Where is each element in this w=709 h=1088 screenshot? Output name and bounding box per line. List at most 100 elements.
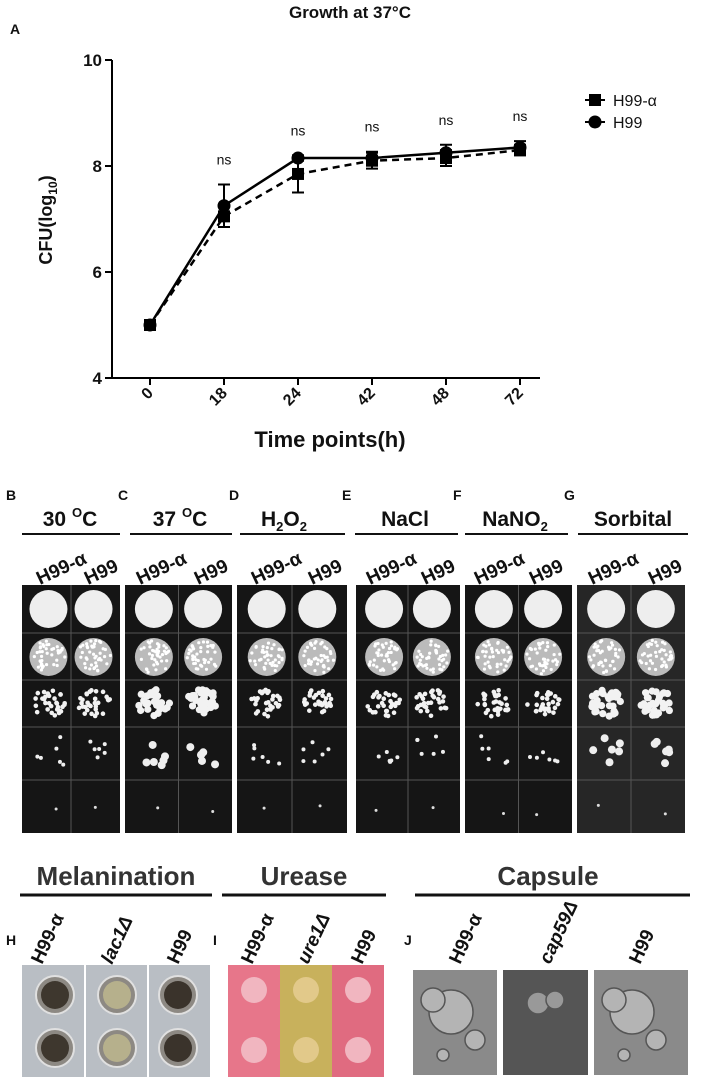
speck [542, 657, 547, 661]
speck [416, 664, 420, 668]
speck [153, 658, 157, 662]
speck [105, 662, 109, 666]
speck [444, 653, 448, 657]
colony [49, 710, 55, 716]
colony [326, 747, 331, 752]
speck [488, 666, 492, 670]
colony [326, 692, 332, 698]
colony [660, 689, 668, 697]
speck [85, 646, 90, 650]
speck [491, 654, 495, 659]
colony [660, 702, 669, 710]
colony [384, 750, 389, 755]
colony [527, 755, 532, 760]
speck [52, 662, 56, 667]
speck [373, 644, 377, 648]
strain-label: H99 [347, 927, 381, 967]
speck [262, 650, 266, 654]
speck [94, 639, 98, 643]
speck [160, 652, 165, 657]
colony [588, 700, 597, 708]
panel-title: 37 OC [153, 505, 208, 531]
colony [35, 690, 41, 696]
speck [55, 645, 59, 649]
speck [587, 655, 592, 659]
colony [383, 713, 389, 718]
spot [587, 590, 626, 628]
title-part: O [283, 508, 299, 531]
speck [482, 667, 487, 671]
title-part: NaCl [381, 508, 429, 531]
speck [648, 659, 653, 663]
colony [661, 759, 670, 768]
speck [376, 651, 380, 655]
speck [600, 649, 604, 653]
colony [54, 707, 60, 712]
speck [253, 659, 257, 663]
speck [309, 641, 313, 645]
colony [533, 708, 539, 714]
speck [538, 646, 542, 650]
panel-title: Capsule [497, 861, 598, 891]
colony [197, 750, 206, 759]
speck [139, 647, 143, 651]
speck [429, 639, 433, 643]
strain-label: H99 [81, 556, 121, 590]
speck [156, 649, 161, 653]
speck [94, 661, 98, 665]
speck [56, 651, 61, 655]
speck [525, 652, 529, 656]
speck [273, 663, 277, 668]
speck [326, 659, 330, 663]
speck [600, 639, 604, 643]
speck [647, 641, 652, 646]
colony [87, 689, 93, 695]
speck [303, 664, 307, 668]
speck [206, 650, 210, 654]
speck [662, 648, 666, 652]
colony [156, 806, 160, 810]
speck [94, 664, 99, 668]
speck [38, 650, 42, 654]
colony [186, 743, 195, 752]
speck [322, 654, 326, 658]
panel-letter: B [6, 487, 16, 503]
speck [88, 650, 92, 654]
speck [486, 640, 490, 644]
strain-label: H99-α [585, 548, 642, 590]
colony [323, 696, 329, 701]
colony [503, 760, 508, 765]
speck [533, 647, 537, 651]
strain-label: ure1Δ [293, 910, 334, 967]
colony [665, 706, 673, 715]
speck [647, 667, 651, 671]
speck [549, 667, 553, 672]
colony [253, 711, 259, 716]
speck [654, 654, 659, 658]
colony [615, 747, 624, 756]
colony [612, 693, 620, 701]
colony [605, 758, 614, 767]
colony [497, 700, 502, 705]
panel-title: H2O2 [261, 508, 307, 534]
speck [214, 664, 218, 668]
spot [134, 590, 173, 628]
speck [420, 655, 424, 659]
speck [319, 642, 323, 646]
speck [431, 667, 435, 671]
colony [525, 702, 530, 707]
speck [271, 660, 275, 664]
speck [164, 651, 168, 656]
colony [103, 981, 131, 1009]
colony [480, 746, 485, 751]
colony [495, 712, 501, 717]
speck [163, 667, 168, 671]
speck [56, 649, 60, 653]
strain-label: H99-α [237, 910, 279, 967]
speck [309, 660, 314, 664]
speck [199, 645, 203, 650]
colony [95, 755, 100, 760]
speck [375, 665, 379, 669]
speck [446, 649, 450, 653]
speck [593, 642, 597, 646]
